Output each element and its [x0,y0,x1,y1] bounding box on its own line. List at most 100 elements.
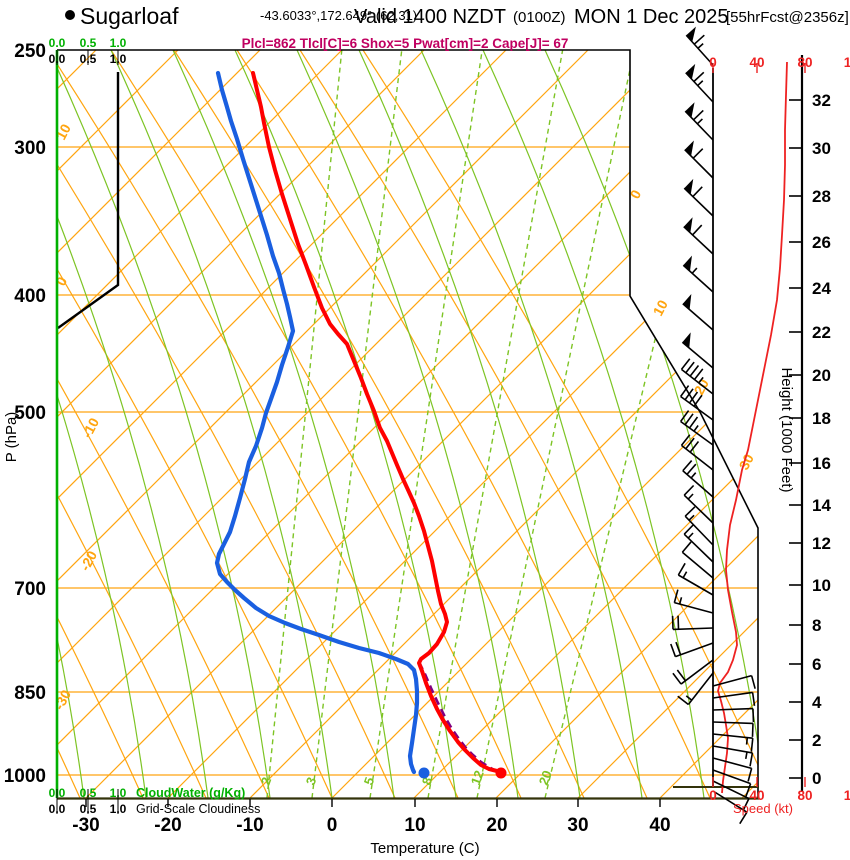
wind-barb [672,659,714,685]
pressure-tick-label: 400 [14,286,46,307]
wind-barb [712,790,748,825]
height-tick-label: 30 [812,139,831,158]
barb-feather [675,641,682,656]
barb-feather [745,783,752,797]
temperature-tick-label: -30 [72,815,99,836]
barb-half-feather [693,425,699,432]
wind-barb [682,460,714,498]
temperature-tick-label: 30 [567,815,588,836]
isotherm-line [413,50,758,798]
moist-adiabat-line [544,50,758,798]
pressure-tick-label: 300 [14,138,46,159]
barb-feather [685,361,695,374]
surface-temperature-dot [495,767,507,779]
pressure-tick-label: 250 [14,41,46,62]
barb-feather [750,738,754,752]
cloudiness-axis-title: Grid-Scale Cloudiness [136,802,260,816]
speed-tick-label: 80 [797,788,812,803]
barb-half-feather [685,695,693,701]
valid-time-zulu: (0100Z) [513,9,566,26]
isotherm-line [331,50,758,798]
height-axis-title: Height (1000 Feet) [778,367,795,492]
barb-staff [684,149,714,179]
barb-feather [686,463,697,475]
barb-pennant [685,102,695,118]
barb-staff [712,745,753,754]
height-tick-label: 0 [812,769,821,788]
height-tick-label: 20 [812,366,831,385]
temperature-tick-label: -20 [154,815,181,836]
barb-feather [676,669,687,682]
speed-tick-label: 80 [797,55,812,70]
barb-staff [683,226,714,255]
mixing-ratio-line [476,50,635,798]
pressure-tick-label: 700 [14,579,46,600]
wind-barb [712,745,754,767]
isotherm-line [495,50,758,798]
temperature-tick-label: -10 [236,815,263,836]
wind-barb [682,255,714,293]
barb-staff [683,187,714,217]
dry-adiabat-line [57,50,396,798]
barb-staff [712,769,751,785]
barb-staff [712,721,754,725]
mixing-ratio-label: 8 [419,775,436,787]
dry-adiabat-line [57,50,207,798]
dry-adiabat-line [299,50,711,798]
wind-barb [683,217,714,255]
barb-staff [680,395,714,421]
height-tick-label: 22 [812,323,831,342]
barb-staff [675,642,714,658]
sounding-curves [214,70,507,779]
height-tick-label: 2 [812,731,821,750]
wind-barb [712,769,752,797]
moist-adiabat-line [172,50,395,798]
barb-half-feather [678,597,683,605]
barb-staff [683,533,714,563]
moist-adiabat-line [358,50,581,798]
barb-feather [673,589,679,603]
speed-tick-label: 40 [749,788,764,803]
barb-staff [677,574,714,596]
height-tick-label: 28 [812,187,831,206]
barb-feather [747,768,753,782]
barb-feather [693,394,703,407]
speed-tick-label: 0 [709,55,717,70]
station-coords: -43.6033°,172.649° (62,31) [260,8,417,23]
valid-time: Valid 1400 NZDT [354,6,506,28]
barb-staff [712,674,752,687]
wind-barb [684,506,714,546]
barb-feather [692,186,703,198]
barb-staff [681,551,714,579]
wind-barb [671,615,714,631]
wind-barb [677,562,714,596]
moist-adiabat-line [482,50,705,798]
barb-feather [688,391,699,404]
mixing-ratio-line [369,50,483,798]
wind-barb [679,385,714,421]
moist-adiabat-line [57,50,147,798]
barb-staff [712,733,753,739]
barb-staff [683,494,714,524]
barb-feather [684,506,696,517]
wind-speed-curve [717,61,788,794]
wind-barb [712,780,750,812]
moist-adiabat-line [110,50,333,798]
temperature-tick-label: 20 [486,815,507,836]
wind-barb [683,484,714,524]
pressure-tick-label: 850 [14,683,46,704]
height-tick-label: 24 [812,279,831,298]
speed-tick-label: 0 [709,788,717,803]
mixing-ratio-line [427,50,564,798]
wind-barb [712,721,754,737]
barb-staff [687,672,714,706]
wind-barb [677,672,714,706]
wind-barb [685,26,714,66]
barb-feather [739,811,748,825]
barb-feather [749,752,754,767]
temperature-tick-label: 10 [404,815,425,836]
barb-feather [670,643,677,657]
wind-barb [683,523,714,563]
